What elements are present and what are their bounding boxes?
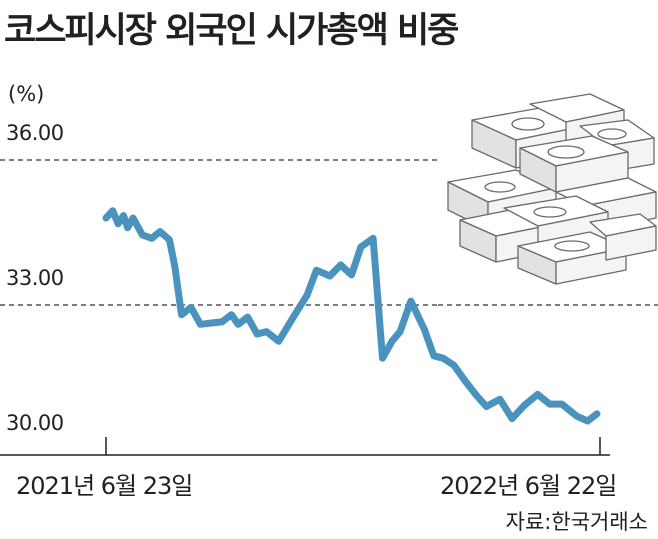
data-point <box>391 340 393 342</box>
data-point <box>596 413 598 415</box>
data-point <box>266 331 268 333</box>
data-point <box>221 321 223 323</box>
data-point <box>141 234 143 236</box>
data-point <box>278 340 280 342</box>
data-point <box>199 323 201 325</box>
data-point <box>294 314 296 316</box>
data-point <box>537 393 539 395</box>
data-point <box>423 328 425 330</box>
data-point <box>247 316 249 318</box>
data-point <box>433 355 435 357</box>
data-point <box>112 210 114 212</box>
data-point <box>315 269 317 271</box>
data-point <box>351 274 353 276</box>
y-tick-label-36: 36.00 <box>6 121 64 145</box>
data-point <box>382 357 384 359</box>
data-point <box>523 405 525 407</box>
data-point <box>151 237 153 239</box>
data-point <box>159 231 161 233</box>
data-point <box>549 403 551 405</box>
data-point <box>237 323 239 325</box>
data-point <box>256 333 258 335</box>
data-point <box>230 314 232 316</box>
data-point <box>306 294 308 296</box>
data-point <box>127 227 129 229</box>
data-point <box>123 215 125 217</box>
data-point <box>485 406 487 408</box>
data-point <box>399 331 401 333</box>
data-point <box>181 314 183 316</box>
data-point <box>105 217 107 219</box>
data-point <box>476 395 478 397</box>
data-point <box>132 217 134 219</box>
x-tick-label-end: 2022년 6월 22일 <box>440 472 617 500</box>
data-point <box>174 265 176 267</box>
y-axis-unit: (%) <box>8 82 45 106</box>
data-point <box>340 264 342 266</box>
data-point <box>561 403 563 405</box>
data-point <box>499 398 501 400</box>
data-point <box>212 322 214 324</box>
data-point <box>190 306 192 308</box>
y-tick-label-30: 30.00 <box>6 411 64 435</box>
data-point <box>453 364 455 366</box>
money-stack-illustration <box>447 93 657 285</box>
source-note: 자료:한국거래소 <box>505 510 648 534</box>
data-point <box>168 239 170 241</box>
chart-title: 코스피시장 외국인 시가총액 비중 <box>4 11 459 51</box>
data-point <box>329 275 331 277</box>
data-point <box>360 246 362 248</box>
y-tick-label-33: 33.00 <box>6 266 64 290</box>
data-point <box>410 300 412 302</box>
data-point <box>576 415 578 417</box>
data-point <box>372 237 374 239</box>
series-line <box>102 207 601 425</box>
data-point <box>511 418 513 420</box>
data-point <box>442 357 444 359</box>
data-point <box>587 420 589 422</box>
data-point <box>465 381 467 383</box>
x-tick-label-start: 2021년 6월 23일 <box>16 472 193 500</box>
data-point <box>117 223 119 225</box>
